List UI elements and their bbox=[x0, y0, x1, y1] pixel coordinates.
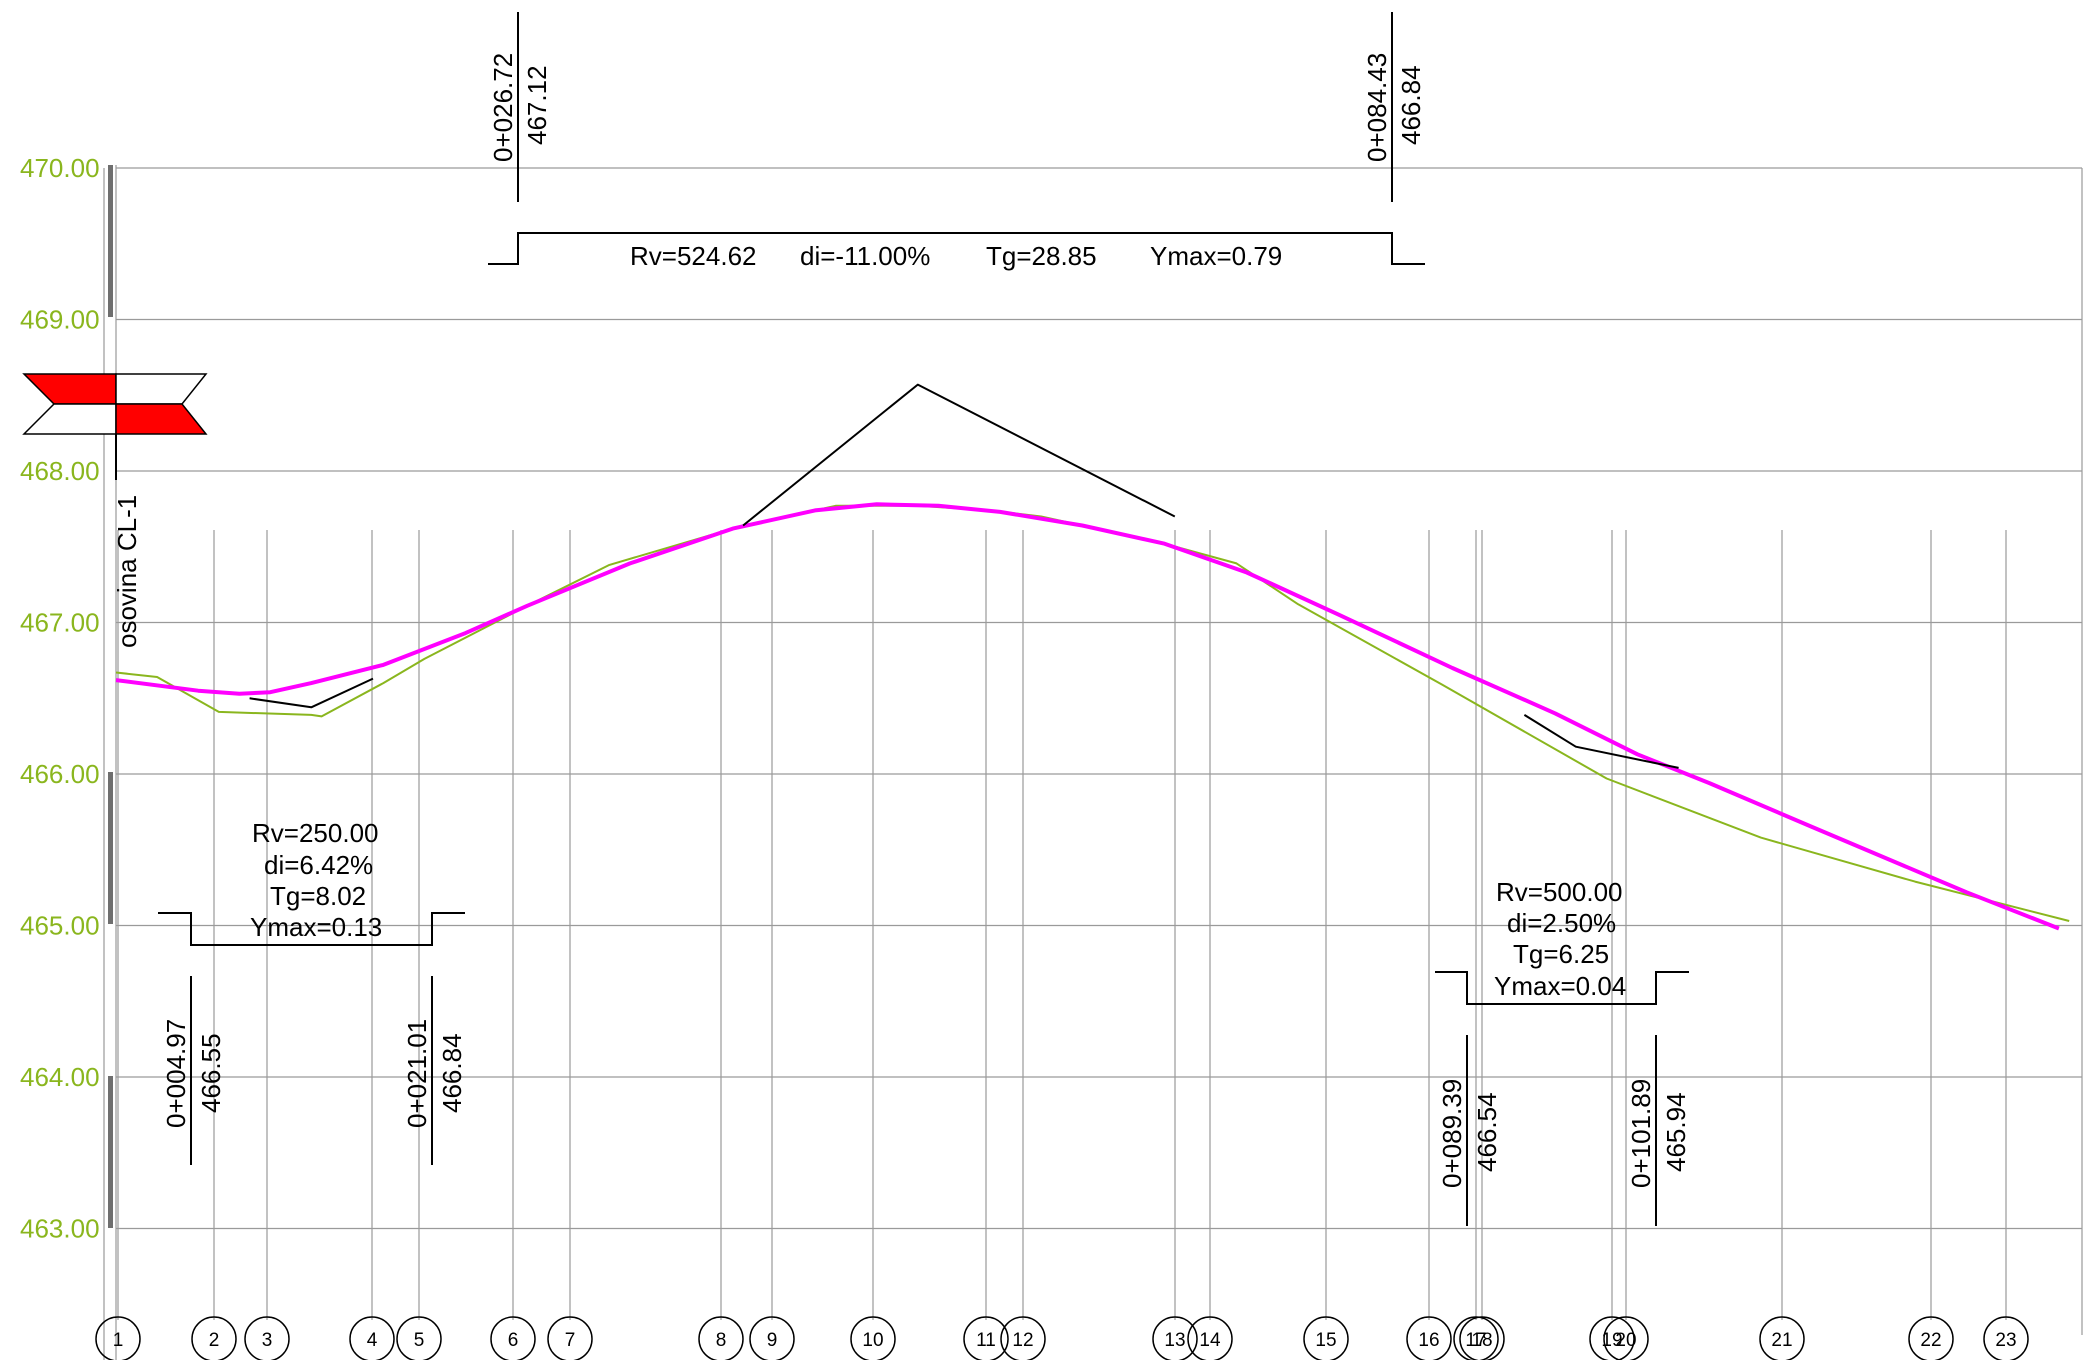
tangent-line-1 bbox=[742, 383, 1176, 527]
station-number: 12 bbox=[1012, 1330, 1033, 1351]
station-number: 15 bbox=[1315, 1330, 1336, 1351]
elevation-label: 464.00 bbox=[20, 1062, 100, 1092]
curve-1-ymax: Ymax=0.79 bbox=[1150, 241, 1282, 271]
station-number: 18 bbox=[1471, 1330, 1492, 1351]
curve-3-tg: Tg=6.25 bbox=[1513, 939, 1609, 969]
station-number: 23 bbox=[1995, 1330, 2016, 1351]
station-number: 11 bbox=[976, 1330, 996, 1351]
elevation-label: 470.00 bbox=[20, 153, 100, 183]
station-number: 19 bbox=[1601, 1330, 1622, 1351]
elevation-label: 467.00 bbox=[20, 608, 100, 638]
elevation-label: 469.00 bbox=[20, 305, 100, 335]
curve-1-bracket bbox=[488, 232, 1425, 265]
curve-2-ymax: Ymax=0.13 bbox=[250, 912, 382, 942]
curve-1-start-elevation: 467.12 bbox=[522, 65, 552, 145]
curve-2-bracket bbox=[158, 912, 465, 946]
tangent-line-2 bbox=[249, 677, 374, 709]
axis-bar-bottom bbox=[108, 772, 113, 924]
station-number: 17 bbox=[1465, 1330, 1486, 1351]
axis-name-label: osovina CL-1 bbox=[112, 495, 142, 648]
terrain-line bbox=[115, 504, 2070, 922]
station-number: 22 bbox=[1920, 1330, 1941, 1351]
station-number: 2 bbox=[209, 1330, 220, 1351]
curve-1-end-station: 0+084.43 bbox=[1362, 53, 1392, 162]
station-number: 10 bbox=[862, 1330, 883, 1351]
curve-2-di: di=6.42% bbox=[264, 850, 373, 880]
curve-3-rv: Rv=500.00 bbox=[1496, 877, 1622, 907]
elevation-label: 468.00 bbox=[20, 456, 100, 486]
station-number: 9 bbox=[767, 1330, 778, 1351]
curve-1-rv: Rv=524.62 bbox=[630, 241, 756, 271]
curve-3-start-station: 0+089.39 bbox=[1437, 1079, 1467, 1188]
curve-3-start-elevation: 466.54 bbox=[1472, 1092, 1502, 1172]
axis-bar-bottom-2 bbox=[108, 1076, 113, 1228]
curve-2-end-station: 0+021.01 bbox=[402, 1019, 432, 1128]
curve-2-tg: Tg=8.02 bbox=[270, 881, 366, 911]
station-number: 4 bbox=[367, 1330, 378, 1351]
curve-3-di: di=2.50% bbox=[1507, 908, 1616, 938]
station-number: 1 bbox=[113, 1330, 124, 1351]
axis-marker-icon bbox=[22, 373, 208, 480]
curve-2-start-elevation: 466.55 bbox=[196, 1033, 226, 1113]
curve-1-end-elevation: 466.84 bbox=[1396, 65, 1426, 145]
station-number: 20 bbox=[1615, 1330, 1636, 1351]
curve-3-bracket bbox=[1435, 971, 1689, 1005]
curve-1-tg: Tg=28.85 bbox=[986, 241, 1097, 271]
elevation-label: 466.00 bbox=[20, 759, 100, 789]
station-number: 8 bbox=[716, 1330, 727, 1351]
station-number: 14 bbox=[1199, 1330, 1221, 1351]
curve-1-di: di=-11.00% bbox=[800, 241, 930, 271]
curve-3-end-station: 0+101.89 bbox=[1626, 1079, 1656, 1188]
axis-bar-top bbox=[108, 165, 113, 317]
elevation-label: 465.00 bbox=[20, 911, 100, 941]
curve-2-rv: Rv=250.00 bbox=[252, 818, 378, 848]
station-number: 21 bbox=[1771, 1330, 1792, 1351]
tangent-line-3 bbox=[1523, 714, 1679, 769]
curve-3-end-elevation: 465.94 bbox=[1661, 1092, 1691, 1172]
curve-2-start-station: 0+004.97 bbox=[161, 1019, 191, 1128]
elevation-label: 463.00 bbox=[20, 1214, 100, 1244]
station-number: 7 bbox=[565, 1330, 576, 1351]
station-number: 13 bbox=[1164, 1330, 1185, 1351]
station-number: 5 bbox=[414, 1330, 425, 1351]
curve-3-ymax: Ymax=0.04 bbox=[1494, 971, 1626, 1001]
station-number: 6 bbox=[508, 1330, 519, 1351]
design-grade-line bbox=[115, 502, 2060, 931]
curve-1-start-station: 0+026.72 bbox=[488, 53, 518, 162]
station-number: 16 bbox=[1418, 1330, 1439, 1351]
curve-2-end-elevation: 466.84 bbox=[437, 1033, 467, 1113]
station-number: 3 bbox=[262, 1330, 273, 1351]
